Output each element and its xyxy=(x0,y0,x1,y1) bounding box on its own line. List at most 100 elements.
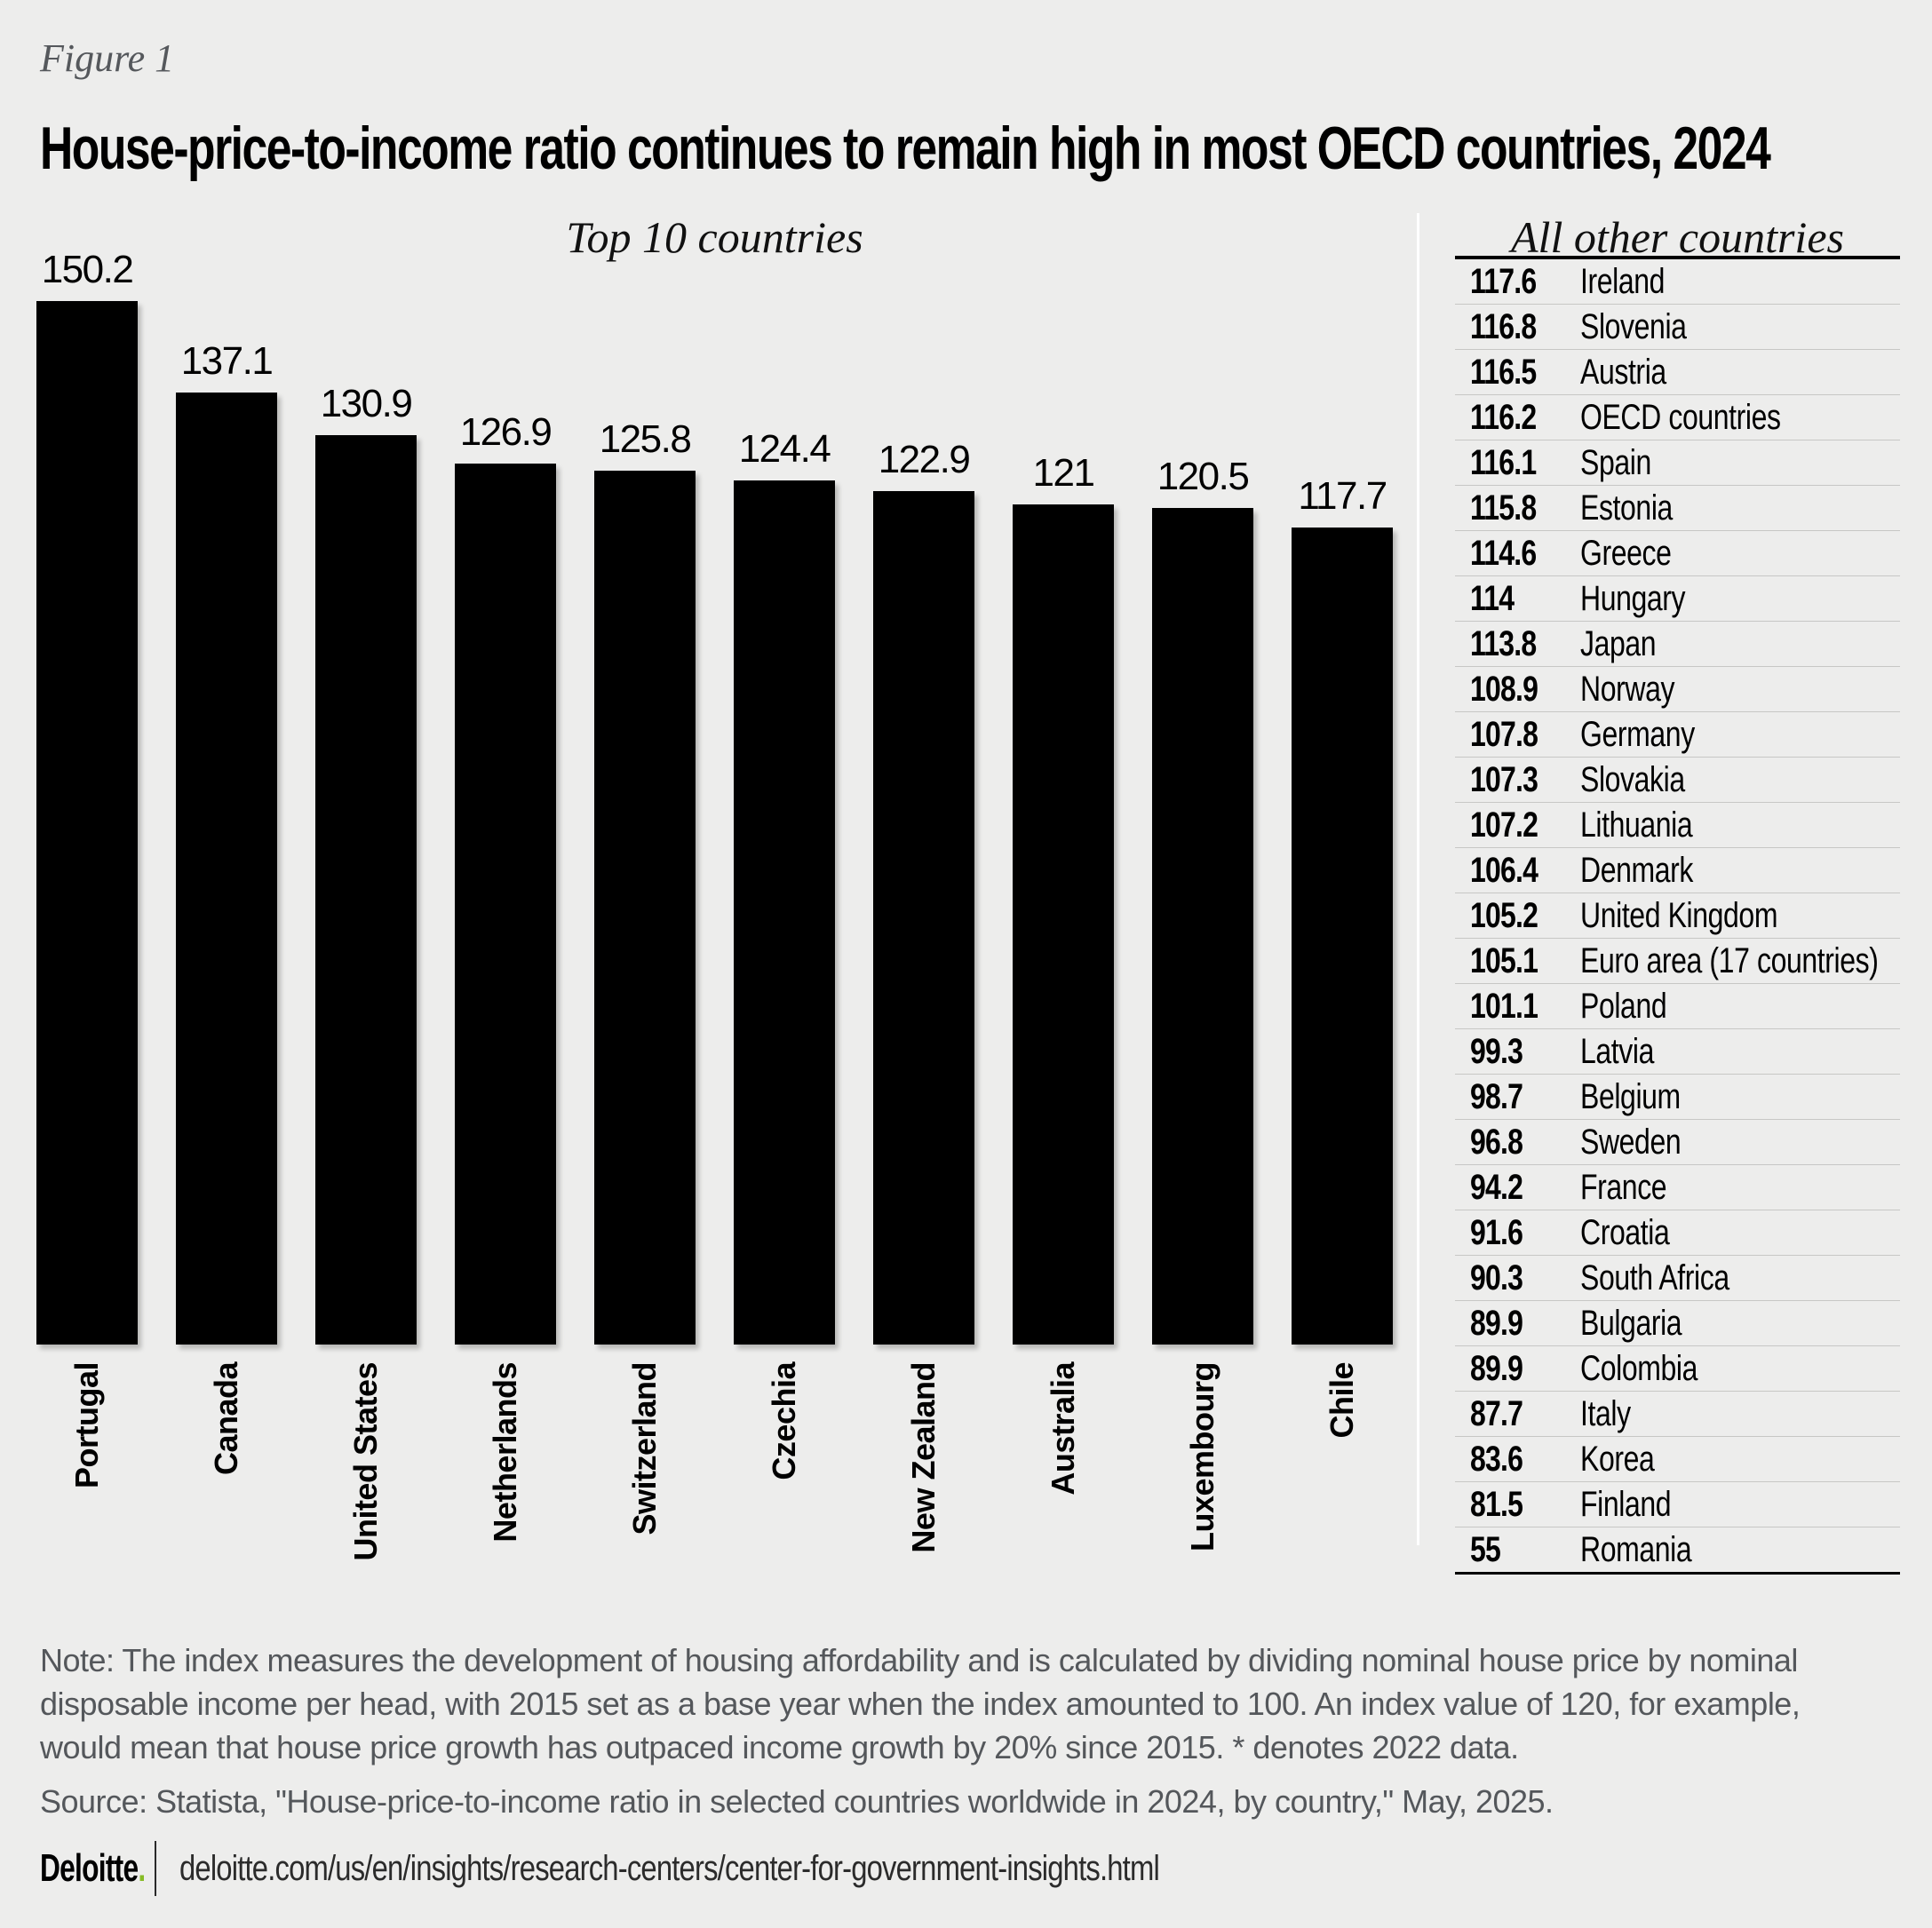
table-row: 89.9 Bulgaria xyxy=(1455,1301,1900,1346)
row-country-text: Japan xyxy=(1580,623,1657,663)
row-value: 89.9 xyxy=(1455,1349,1580,1389)
table-row: 81.5 Finland xyxy=(1455,1482,1900,1527)
footer: Deloitte. deloitte.com/us/en/insights/re… xyxy=(40,1840,1374,1897)
row-country-text: Denmark xyxy=(1580,850,1694,890)
row-value-text: 116.2 xyxy=(1470,397,1537,437)
row-value-text: 94.2 xyxy=(1470,1167,1523,1207)
row-value-text: 114.6 xyxy=(1470,533,1537,573)
table-row: 114 Hungary xyxy=(1455,576,1900,622)
bar-new-zealand xyxy=(873,490,974,1345)
row-value-text: 90.3 xyxy=(1470,1258,1523,1297)
row-value-text: 113.8 xyxy=(1470,623,1537,663)
row-country-text: Estonia xyxy=(1580,488,1673,528)
row-country: Italy xyxy=(1580,1394,1643,1434)
row-country-text: Euro area (17 countries) xyxy=(1580,940,1879,980)
row-country: Ireland xyxy=(1580,262,1686,302)
row-country: Bulgaria xyxy=(1580,1304,1707,1344)
table-row: 105.2 United Kingdom xyxy=(1455,893,1900,939)
footer-url: deloitte.com/us/en/insights/research-cen… xyxy=(179,1848,1160,1888)
row-country: Denmark xyxy=(1580,851,1721,891)
bar-category-label: United States xyxy=(347,1362,384,1561)
source-text: Source: Statista, "House-price-to-income… xyxy=(40,1783,1554,1820)
row-value: 105.2 xyxy=(1455,896,1580,936)
deloitte-logo-text: Deloitte xyxy=(40,1846,139,1890)
row-value: 89.9 xyxy=(1455,1304,1580,1344)
row-value-text: 101.1 xyxy=(1470,986,1538,1026)
bar-category-label: Luxembourg xyxy=(1184,1362,1220,1552)
row-country-text: Lithuania xyxy=(1580,805,1693,845)
bar-value-label: 125.8 xyxy=(599,417,692,462)
row-country: Croatia xyxy=(1580,1213,1691,1253)
table-row: 116.8 Slovenia xyxy=(1455,305,1900,350)
row-value: 83.6 xyxy=(1455,1440,1580,1480)
bar-luxembourg xyxy=(1152,507,1253,1345)
table-row: 94.2 France xyxy=(1455,1165,1900,1210)
bar-column-canada: 137.1 xyxy=(176,339,277,1345)
row-country: France xyxy=(1580,1168,1689,1208)
row-country: Poland xyxy=(1580,987,1689,1027)
bar-category-column: Luxembourg xyxy=(1152,1362,1253,1611)
bar-column-united-states: 130.9 xyxy=(315,382,417,1345)
row-country-text: Slovakia xyxy=(1580,759,1685,799)
row-country-text: Hungary xyxy=(1580,578,1686,618)
table-row: 107.2 Lithuania xyxy=(1455,803,1900,848)
row-value: 94.2 xyxy=(1455,1168,1580,1208)
bar-category-label: Australia xyxy=(1045,1362,1081,1496)
table-row: 115.8 Estonia xyxy=(1455,486,1900,531)
table-row: 116.1 Spain xyxy=(1455,440,1900,486)
bar-category-column: Australia xyxy=(1013,1362,1114,1611)
row-country-text: Romania xyxy=(1580,1529,1692,1569)
row-value-text: 55 xyxy=(1470,1529,1501,1569)
row-country-text: France xyxy=(1580,1167,1667,1207)
row-value-text: 106.4 xyxy=(1470,850,1538,890)
row-value: 99.3 xyxy=(1455,1032,1580,1072)
table-row: 91.6 Croatia xyxy=(1455,1210,1900,1256)
row-country: Romania xyxy=(1580,1530,1720,1570)
bar-chart: 150.2 137.1 130.9 126.9 125.8 124.4 122.9 121 12… xyxy=(36,222,1393,1345)
row-value: 117.6 xyxy=(1455,262,1580,302)
row-value-text: 89.9 xyxy=(1470,1348,1523,1388)
bar-category-label: Czechia xyxy=(766,1362,802,1480)
bar-column-portugal: 150.2 xyxy=(36,248,138,1345)
table-row: 107.3 Slovakia xyxy=(1455,758,1900,803)
row-value: 105.1 xyxy=(1455,941,1580,981)
row-value: 116.2 xyxy=(1455,398,1580,438)
bar-category-label: Canada xyxy=(208,1362,244,1476)
row-value: 107.8 xyxy=(1455,715,1580,755)
row-value: 96.8 xyxy=(1455,1123,1580,1162)
bar-australia xyxy=(1013,504,1114,1345)
page-title-text: House-price-to-income ratio continues to… xyxy=(40,115,1771,182)
panel-divider xyxy=(1417,213,1419,1545)
row-value: 114 xyxy=(1455,579,1580,619)
row-value: 107.3 xyxy=(1455,760,1580,800)
bar-chile xyxy=(1292,527,1393,1345)
table-row: 113.8 Japan xyxy=(1455,622,1900,667)
row-country-text: Poland xyxy=(1580,986,1667,1026)
row-country: Spain xyxy=(1580,443,1669,483)
row-country-text: Slovenia xyxy=(1580,306,1687,346)
table-row: 83.6 Korea xyxy=(1455,1437,1900,1482)
row-country-text: Belgium xyxy=(1580,1076,1681,1116)
bar-category-label: Portugal xyxy=(68,1362,105,1489)
table-row: 107.8 Germany xyxy=(1455,712,1900,758)
bar-united-states xyxy=(315,435,417,1345)
bar-category-column: Canada xyxy=(176,1362,277,1611)
row-value: 106.4 xyxy=(1455,851,1580,891)
row-country-text: Bulgaria xyxy=(1580,1303,1682,1343)
row-country-text: Croatia xyxy=(1580,1212,1670,1252)
row-value: 101.1 xyxy=(1455,987,1580,1027)
other-countries-table: 117.6 Ireland 116.8 Slovenia 116.5 Austria 116… xyxy=(1455,256,1900,1575)
row-country: Sweden xyxy=(1580,1123,1706,1162)
bar-value-label: 150.2 xyxy=(41,248,134,292)
row-value-text: 107.3 xyxy=(1470,759,1538,799)
table-row: 116.5 Austria xyxy=(1455,350,1900,395)
row-country-text: Korea xyxy=(1580,1439,1655,1479)
row-value: 55 xyxy=(1455,1530,1580,1570)
table-row: 117.6 Ireland xyxy=(1455,259,1900,305)
row-country-text: Norway xyxy=(1580,669,1675,709)
row-value-text: 108.9 xyxy=(1470,669,1538,709)
row-country: Slovakia xyxy=(1580,760,1711,800)
bar-category-column: New Zealand xyxy=(873,1362,974,1611)
row-country: Estonia xyxy=(1580,488,1696,528)
